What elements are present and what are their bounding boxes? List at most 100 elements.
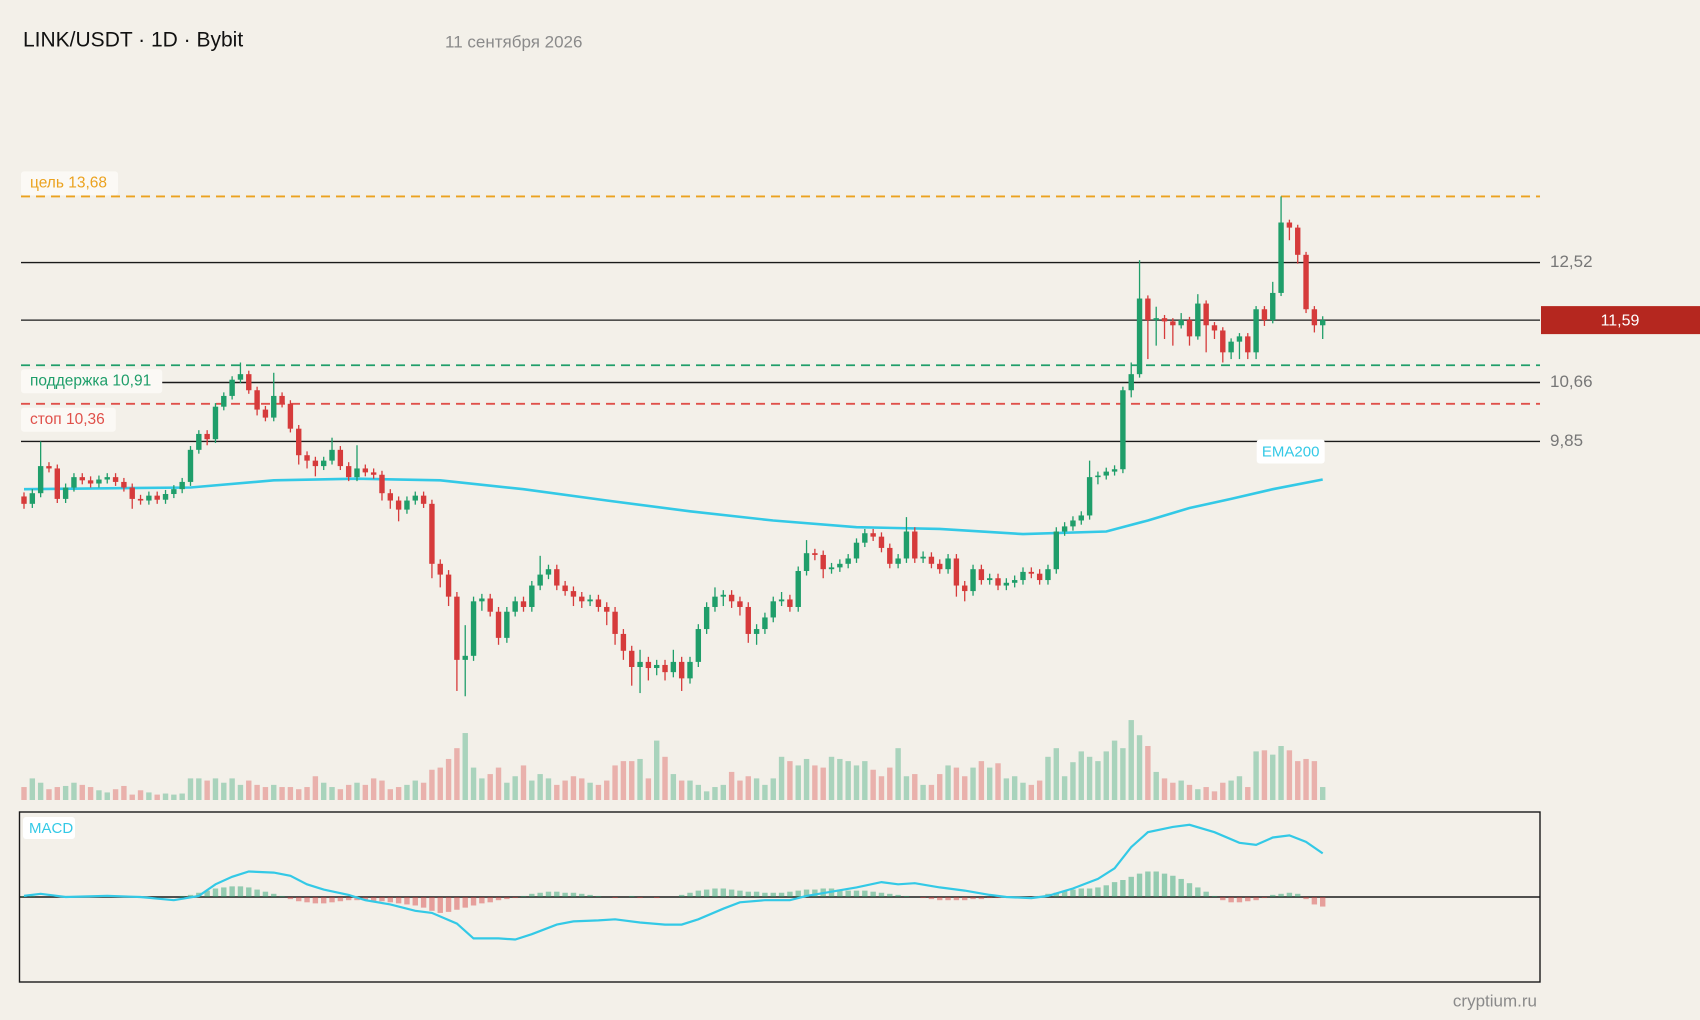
macd-histogram-bar	[1303, 897, 1309, 900]
macd-histogram-bar	[204, 890, 210, 897]
candle-body	[987, 578, 993, 581]
volume-bar	[287, 787, 294, 800]
volume-bar	[645, 778, 652, 800]
macd-histogram-bar	[1261, 897, 1268, 899]
volume-bar	[545, 778, 552, 800]
macd-histogram-bar	[362, 897, 369, 901]
candle-body	[1186, 320, 1193, 337]
macd-histogram-bar	[928, 897, 935, 900]
candle-body	[46, 466, 52, 469]
volume-bar	[121, 785, 127, 800]
candle-body	[29, 493, 36, 504]
candle-body	[1120, 390, 1126, 470]
candle-body	[154, 495, 160, 500]
candle-body	[970, 569, 976, 592]
candle-body	[454, 596, 460, 660]
ema-label-box	[1256, 439, 1325, 464]
macd-histogram-bar	[395, 897, 402, 904]
candle-body	[504, 611, 510, 638]
volume-bar	[745, 776, 751, 800]
volume-bar	[1303, 758, 1309, 800]
volume-bar	[1195, 789, 1201, 800]
volume-bar	[828, 756, 835, 800]
volume-bar	[687, 780, 693, 800]
macd-histogram-bar	[1061, 890, 1068, 897]
volume-bar	[1136, 735, 1143, 800]
macd-histogram-bar	[962, 897, 968, 901]
macd-histogram-bar	[1203, 891, 1209, 897]
macd-histogram-bar	[612, 897, 618, 899]
candle-body	[237, 374, 244, 380]
volume-bar	[1170, 782, 1176, 800]
macd-histogram-bar	[437, 897, 443, 913]
candle-body	[820, 554, 826, 570]
volume-bar	[237, 784, 244, 800]
candle-body	[112, 477, 119, 482]
volume-bar	[612, 765, 618, 800]
volume-bar	[870, 769, 876, 800]
candle-body	[1153, 318, 1159, 321]
candle-body	[1003, 582, 1010, 586]
macd-histogram-bar	[1161, 873, 1168, 897]
candle-body	[695, 629, 702, 662]
volume-bar	[187, 778, 194, 800]
volume-bar	[1153, 771, 1159, 800]
candle-body	[920, 556, 926, 559]
candle-body	[62, 487, 69, 499]
candle-body	[1211, 325, 1218, 331]
macd-histogram-bar	[254, 889, 260, 897]
volume-bar	[637, 758, 643, 800]
volume-bar	[728, 771, 735, 800]
macd-histogram-bar	[462, 897, 468, 908]
volume-bar	[387, 789, 393, 800]
volume-bar	[379, 780, 385, 800]
chart-date: 11 сентября 2026	[445, 32, 582, 51]
macd-histogram-bar	[637, 897, 643, 899]
candle-body	[753, 629, 760, 634]
macd-histogram-bar	[404, 897, 410, 905]
volume-bar	[512, 776, 518, 800]
volume-bar	[137, 790, 144, 800]
macd-histogram-bar	[420, 897, 427, 908]
macd-histogram-bar	[345, 897, 352, 901]
volume-bar	[1311, 761, 1318, 800]
volume-bar	[470, 767, 477, 800]
volume-bar	[1261, 750, 1268, 800]
macd-histogram-bar	[246, 887, 252, 897]
candle-body	[420, 495, 427, 504]
volume-bar	[321, 782, 327, 800]
macd-histogram-bar	[1111, 882, 1118, 897]
macd-histogram-bar	[678, 894, 685, 897]
volume-bar	[262, 787, 269, 800]
macd-histogram-bar	[429, 897, 435, 911]
volume-bar	[620, 761, 627, 800]
volume-bar	[995, 763, 1001, 800]
volume-bar	[1178, 780, 1184, 800]
macd-histogram-bar	[903, 895, 910, 897]
volume-bar	[595, 784, 602, 800]
volume-bar	[878, 776, 885, 800]
macd-histogram-bar	[878, 892, 885, 897]
candle-body	[187, 449, 194, 482]
volume-bar	[354, 782, 360, 800]
candle-body	[1270, 292, 1276, 321]
macd-histogram-bar	[1086, 888, 1093, 897]
volume-bar	[1145, 746, 1151, 800]
volume-bar	[1070, 762, 1076, 800]
candle-body	[878, 536, 885, 548]
volume-bar	[1095, 761, 1101, 800]
macd-histogram-bar	[753, 891, 760, 897]
candle-body	[529, 585, 535, 607]
candle-body	[479, 598, 485, 602]
volume-bar	[820, 767, 826, 800]
candle-body	[79, 477, 85, 481]
candle-body	[1320, 320, 1326, 326]
volume-bar	[703, 791, 710, 800]
candle-body	[1028, 571, 1035, 574]
macd-histogram-bar	[778, 892, 785, 897]
macd-histogram-bar	[179, 895, 185, 897]
volume-bar	[953, 767, 960, 800]
candle-body	[71, 477, 77, 488]
volume-bar	[1245, 787, 1251, 800]
